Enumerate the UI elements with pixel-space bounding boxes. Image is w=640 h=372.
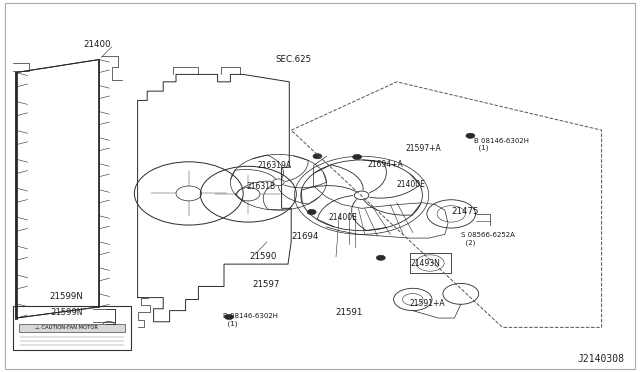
Text: 216319A: 216319A [257, 161, 291, 170]
Circle shape [307, 209, 316, 215]
Circle shape [225, 314, 234, 320]
Text: 21597: 21597 [253, 280, 280, 289]
Text: 21694+A: 21694+A [367, 160, 403, 169]
Text: 21631B: 21631B [246, 182, 276, 190]
Text: B 08146-6302H
  (1): B 08146-6302H (1) [223, 313, 278, 327]
Bar [410, 253, 451, 273]
Bar [13, 306, 131, 350]
Circle shape [353, 154, 362, 160]
Text: 21599N: 21599N [50, 308, 82, 317]
Text: J2140308: J2140308 [577, 354, 624, 364]
Circle shape [376, 255, 385, 260]
Text: 21475: 21475 [452, 207, 479, 216]
Text: SEC.625: SEC.625 [275, 55, 311, 64]
Text: 21599N: 21599N [49, 292, 83, 301]
Text: 21694: 21694 [292, 232, 319, 241]
Text: 21400E: 21400E [397, 180, 426, 189]
Text: 21591+A: 21591+A [410, 299, 445, 308]
Circle shape [466, 133, 475, 138]
Text: 21400E: 21400E [329, 213, 358, 222]
Text: 21597+A: 21597+A [406, 144, 442, 153]
Text: 21591: 21591 [335, 308, 363, 317]
Text: 21493N: 21493N [410, 259, 440, 268]
Text: 21400: 21400 [83, 40, 111, 49]
Text: B 08146-6302H
  (1): B 08146-6302H (1) [474, 138, 529, 151]
Circle shape [313, 154, 322, 159]
Text: ⚠ CAUTION-FAN MOTOR: ⚠ CAUTION-FAN MOTOR [35, 325, 97, 330]
Bar [19, 324, 125, 332]
Text: 21590: 21590 [250, 252, 277, 261]
Text: S 08566-6252A
  (2): S 08566-6252A (2) [461, 232, 515, 246]
